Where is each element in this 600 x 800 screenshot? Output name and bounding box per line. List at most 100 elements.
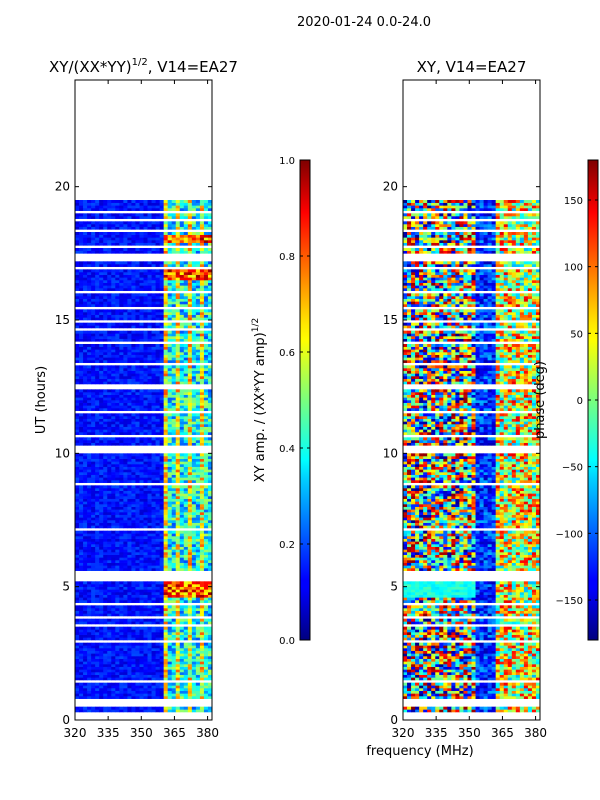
- heatmap-cell: [167, 517, 173, 521]
- heatmap-cell: [95, 549, 100, 553]
- heatmap-cell: [75, 650, 80, 654]
- heatmap-cell: [167, 530, 173, 534]
- heatmap-cell: [163, 464, 169, 467]
- heatmap-cell: [99, 608, 104, 611]
- heatmap-cell: [115, 357, 120, 361]
- heatmap-cell: [111, 509, 116, 513]
- heatmap-cell: [143, 424, 148, 427]
- heatmap-cell: [163, 648, 169, 651]
- heatmap-cell: [179, 514, 185, 518]
- heatmap-cell: [79, 336, 84, 339]
- heatmap-cell: [151, 413, 156, 417]
- heatmap-cell: [119, 288, 124, 291]
- heatmap-cell: [135, 301, 140, 305]
- heatmap-cell: [131, 301, 136, 305]
- heatmap-cell: [123, 685, 128, 689]
- heatmap-cell: [87, 418, 92, 422]
- heatmap-cell: [155, 264, 161, 267]
- heatmap-cell: [207, 533, 213, 537]
- heatmap-cell: [159, 304, 165, 307]
- heatmap-cell: [91, 464, 96, 467]
- heatmap-cell: [151, 429, 156, 433]
- heatmap-cell: [95, 581, 100, 585]
- heatmap-cell: [195, 274, 201, 278]
- heatmap-cell: [127, 248, 132, 251]
- heatmap-cell: [99, 453, 104, 457]
- heatmap-cell: [195, 413, 201, 417]
- heatmap-cell: [155, 560, 161, 563]
- heatmap-cell: [107, 440, 112, 443]
- heatmap-cell: [87, 538, 92, 542]
- heatmap-cell: [127, 608, 132, 611]
- heatmap-cell: [195, 648, 201, 651]
- heatmap-cell: [195, 696, 201, 699]
- heatmap-cell: [107, 530, 112, 534]
- heatmap-cell: [107, 621, 112, 625]
- heatmap-cell: [75, 642, 80, 646]
- heatmap-cell: [183, 344, 189, 347]
- heatmap-cell: [147, 248, 152, 251]
- heatmap-cell: [103, 274, 108, 278]
- heatmap-cell: [79, 301, 84, 305]
- heatmap-cell: [147, 666, 152, 670]
- heatmap-cell: [171, 674, 177, 678]
- heatmap-cell: [171, 293, 177, 297]
- heatmap-cell: [111, 458, 116, 462]
- heatmap-cell: [79, 248, 84, 251]
- heatmap-cell: [95, 250, 100, 254]
- heatmap-cell: [135, 568, 140, 571]
- heatmap-cell: [163, 301, 169, 305]
- heatmap-cell: [203, 429, 209, 433]
- heatmap-cell: [99, 480, 104, 483]
- heatmap-cell: [171, 261, 177, 265]
- heatmap-cell: [103, 589, 108, 593]
- heatmap-cell: [187, 554, 193, 558]
- heatmap-cell: [139, 378, 144, 382]
- heatmap-cell: [163, 288, 169, 291]
- heatmap-cell: [143, 650, 148, 654]
- heatmap-cell: [147, 509, 152, 513]
- heatmap-cell: [79, 357, 84, 361]
- heatmap-cell: [163, 349, 169, 353]
- heatmap-cell: [91, 613, 96, 617]
- heatmap-cell: [103, 248, 108, 251]
- heatmap-cell: [183, 242, 189, 246]
- heatmap-cell: [95, 370, 100, 374]
- heatmap-cell: [83, 432, 88, 435]
- heatmap-cell: [147, 594, 152, 598]
- heatmap-cell: [183, 421, 189, 425]
- heatmap-cell: [171, 426, 177, 430]
- heatmap-cell: [83, 248, 88, 251]
- heatmap-cell: [103, 560, 108, 563]
- heatmap-cell: [83, 557, 88, 561]
- heatmap-cell: [83, 285, 88, 289]
- heatmap-cell: [87, 309, 92, 313]
- heatmap-cell: [107, 357, 112, 361]
- heatmap-cell: [139, 293, 144, 297]
- heatmap-cell: [91, 413, 96, 417]
- heatmap-cell: [131, 282, 136, 286]
- heatmap-cell: [207, 581, 213, 585]
- heatmap-cell: [87, 608, 92, 611]
- heatmap-cell: [139, 432, 144, 435]
- heatmap-cell: [171, 597, 177, 601]
- heatmap-cell: [83, 360, 88, 363]
- heatmap-cell: [115, 488, 120, 491]
- heatmap-cell: [95, 541, 100, 545]
- heatmap-cell: [103, 466, 108, 470]
- heatmap-cell: [103, 264, 108, 267]
- heatmap-cell: [127, 509, 132, 513]
- heatmap-cell: [127, 629, 132, 633]
- heatmap-cell: [167, 546, 173, 550]
- heatmap-cell: [131, 317, 136, 321]
- heatmap-cell: [75, 480, 80, 483]
- heatmap-cell: [147, 264, 152, 267]
- heatmap-cell: [207, 496, 213, 499]
- heatmap-cell: [183, 472, 189, 475]
- heatmap-cell: [99, 666, 104, 670]
- heatmap-cell: [203, 421, 209, 425]
- heatmap-cell: [151, 277, 156, 281]
- heatmap-cell: [107, 330, 112, 334]
- heatmap-cell: [91, 325, 96, 329]
- heatmap-cell: [147, 368, 152, 371]
